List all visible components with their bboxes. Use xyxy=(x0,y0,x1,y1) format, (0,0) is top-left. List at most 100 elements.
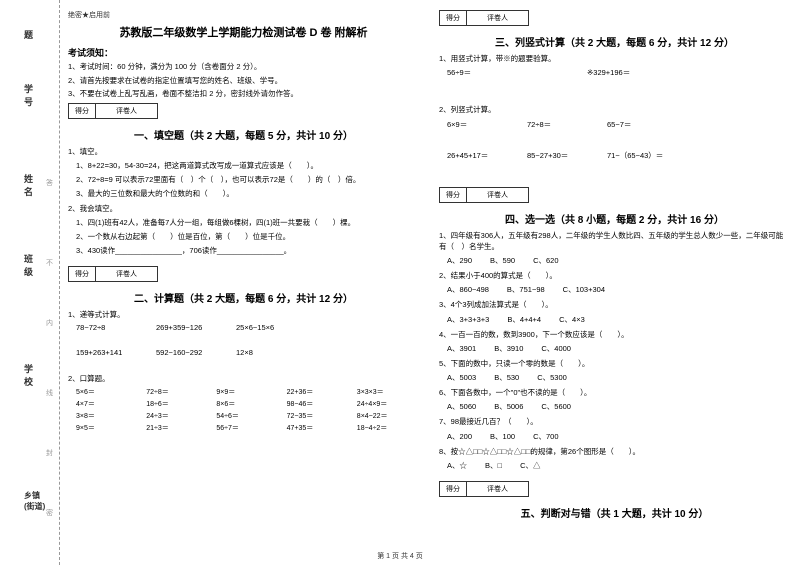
eq: 592−160−292 xyxy=(156,348,216,357)
s3-q2-row1: 6×9＝ 72÷8＝ 65−7＝ xyxy=(439,119,790,130)
eq: 78−72÷8 xyxy=(76,323,136,332)
score-box-5: 得分 评卷人 xyxy=(439,481,529,497)
calc: 18−4÷2＝ xyxy=(357,423,419,433)
calc: 21÷3＝ xyxy=(146,423,208,433)
section-2-header: 得分 评卷人 xyxy=(68,266,419,284)
mc-option: A、3+3+3+3 xyxy=(447,314,489,325)
mc-option: B、751−98 xyxy=(507,284,545,295)
eq: 6×9＝ xyxy=(447,119,507,130)
score-box-4: 得分 评卷人 xyxy=(439,187,529,203)
grader-label-2: 评卷人 xyxy=(96,267,157,281)
s1-q1-2: 2、72÷8=9 可以表示72里面有（ ）个（ ），也可以表示72是（ ）的（ … xyxy=(68,174,419,185)
mc-option: A、290 xyxy=(447,255,472,266)
mc-options: A、5003 B、530 C、5300 xyxy=(439,372,790,383)
s1-q1-3: 3、最大的三位数和最大的个位数的和（ ）。 xyxy=(68,188,419,199)
s2-q1-row2: 159+263+141 592−160−292 12×8 xyxy=(68,348,419,357)
exam-title: 苏教版二年级数学上学期能力检测试卷 D 卷 附解析 xyxy=(68,24,419,40)
mc-option: A、200 xyxy=(447,431,472,442)
mc-question: 8、按☆△□□☆△□□☆△□□的规律，第26个图形是（ ）。 xyxy=(439,446,790,457)
score-box-3: 得分 评卷人 xyxy=(439,10,529,26)
mc-question: 6、下面各数中，一个"0"也不读的是（ ）。 xyxy=(439,387,790,398)
s2-q2-grid: 5×6＝72÷8＝9×9＝22+36＝3×3×3＝ 4×7＝18÷6＝8×6＝9… xyxy=(68,387,419,433)
calc: 56÷7＝ xyxy=(216,423,278,433)
section-5-header: 得分 评卷人 xyxy=(439,481,790,499)
mc-question: 1、四年级有306人，五年级有298人，二年级的学生人数比四、五年级的学生总人数… xyxy=(439,230,790,253)
mc-option: A、5060 xyxy=(447,401,476,412)
mc-option: C、4×3 xyxy=(559,314,585,325)
mc-option: A、5003 xyxy=(447,372,476,383)
mc-option: A、3901 xyxy=(447,343,476,354)
score-label: 得分 xyxy=(69,104,96,118)
mc-question: 2、结果小于400的算式是（ ）。 xyxy=(439,270,790,281)
score-box: 得分 评卷人 xyxy=(68,103,158,119)
mc-options: A、3901B、3910C、4000 xyxy=(439,343,790,354)
calc: 47+35＝ xyxy=(287,423,349,433)
bind-lbl-class: 班级 xyxy=(24,252,33,278)
mc-option: C、4000 xyxy=(541,343,571,354)
right-column: 得分 评卷人 三、列竖式计算（共 2 大题，每题 6 分，共计 12 分） 1、… xyxy=(439,10,790,545)
score-label-5: 得分 xyxy=(440,482,467,496)
section-4-header: 得分 评卷人 xyxy=(439,187,790,205)
mc-options: A、860−498B、751−98C、103+304 xyxy=(439,284,790,295)
mc-option: C、5300 xyxy=(537,372,567,383)
bind-lbl-name: 姓名 xyxy=(24,172,33,198)
calc: 72−35＝ xyxy=(287,411,349,421)
score-label-2: 得分 xyxy=(69,267,96,281)
s1-q2-3: 3、430读作________________，706读作___________… xyxy=(68,245,419,256)
section-3-title: 三、列竖式计算（共 2 大题，每题 6 分，共计 12 分） xyxy=(439,34,790,49)
calc: 98−46＝ xyxy=(287,399,349,409)
notice-3: 3、不要在试卷上乱写乱画，卷面不整洁扣 2 分，密封线外请勿作答。 xyxy=(68,89,419,100)
eq: ※329+196＝ xyxy=(587,67,647,78)
section-1-header: 得分 评卷人 xyxy=(68,103,419,121)
section-3-header: 得分 评卷人 xyxy=(439,10,790,28)
mc-option: C、103+304 xyxy=(563,284,605,295)
calc: 24÷4×9＝ xyxy=(357,399,419,409)
mc-option: B、4+4+4 xyxy=(507,314,541,325)
s1-q1: 1、填空。 xyxy=(68,146,419,157)
eq: 71−（65−43）＝ xyxy=(607,150,667,161)
calc: 4×7＝ xyxy=(76,399,138,409)
mc-option: B、530 xyxy=(494,372,519,383)
grader-label: 评卷人 xyxy=(96,104,157,118)
s2-q1-row1: 78−72÷8 269+359−126 25×6−15×6 xyxy=(68,323,419,332)
eq: 72÷8＝ xyxy=(527,119,587,130)
mc-question: 5、下面的数中，只读一个零的数是（ ）。 xyxy=(439,358,790,369)
bind-lbl-town: 乡镇(街道) xyxy=(24,490,45,512)
mc-options: A、☆B、□C、△ xyxy=(439,460,790,471)
eq: 159+263+141 xyxy=(76,348,136,357)
eq: 12×8 xyxy=(236,348,296,357)
score-box-2: 得分 评卷人 xyxy=(68,266,158,282)
s3-q2: 2、列竖式计算。 xyxy=(439,104,790,115)
calc: 22+36＝ xyxy=(287,387,349,397)
s2-q2: 2、口算题。 xyxy=(68,373,419,384)
eq: 65−7＝ xyxy=(607,119,667,130)
eq: 269+359−126 xyxy=(156,323,216,332)
mc-question: 3、4个3列成加法算式是（ ）。 xyxy=(439,299,790,310)
bind-da: 答 xyxy=(46,178,53,188)
mc-question: 7、98最接近几百？（ ）。 xyxy=(439,416,790,427)
page-content: 绝密★启用前 苏教版二年级数学上学期能力检测试卷 D 卷 附解析 考试须知： 1… xyxy=(68,10,790,545)
mc-question: 4、一百一百的数，数到3900，下一个数应该是（ ）。 xyxy=(439,329,790,340)
calc: 72÷8＝ xyxy=(146,387,208,397)
s1-q2-2: 2、一个数从右边起第（ ）位是百位，第（ ）位是千位。 xyxy=(68,231,419,242)
grader-label-5: 评卷人 xyxy=(467,482,528,496)
grader-label-4: 评卷人 xyxy=(467,188,528,202)
calc: 5×6＝ xyxy=(76,387,138,397)
section-4-title: 四、选一选（共 8 小题，每题 2 分，共计 16 分） xyxy=(439,211,790,226)
notice-title: 考试须知： xyxy=(68,46,419,59)
left-column: 绝密★启用前 苏教版二年级数学上学期能力检测试卷 D 卷 附解析 考试须知： 1… xyxy=(68,10,419,545)
eq: 25×6−15×6 xyxy=(236,323,296,332)
bind-lbl-hao: 题 xyxy=(24,28,33,41)
bind-feng: 封 xyxy=(46,448,53,458)
mc-options: A、5060B、5006C、5600 xyxy=(439,401,790,412)
mc-option: B、590 xyxy=(490,255,515,266)
score-label-3: 得分 xyxy=(440,11,467,25)
calc: 9×5＝ xyxy=(76,423,138,433)
mc-option: B、5006 xyxy=(494,401,523,412)
bind-mi: 密 xyxy=(46,508,53,518)
section-1-title: 一、填空题（共 2 大题，每题 5 分，共计 10 分） xyxy=(68,127,419,142)
section-2-title: 二、计算题（共 2 大题，每题 6 分，共计 12 分） xyxy=(68,290,419,305)
score-label-4: 得分 xyxy=(440,188,467,202)
notice-1: 1、考试时间：60 分钟，满分为 100 分（含卷面分 2 分）。 xyxy=(68,62,419,73)
calc: 18÷6＝ xyxy=(146,399,208,409)
